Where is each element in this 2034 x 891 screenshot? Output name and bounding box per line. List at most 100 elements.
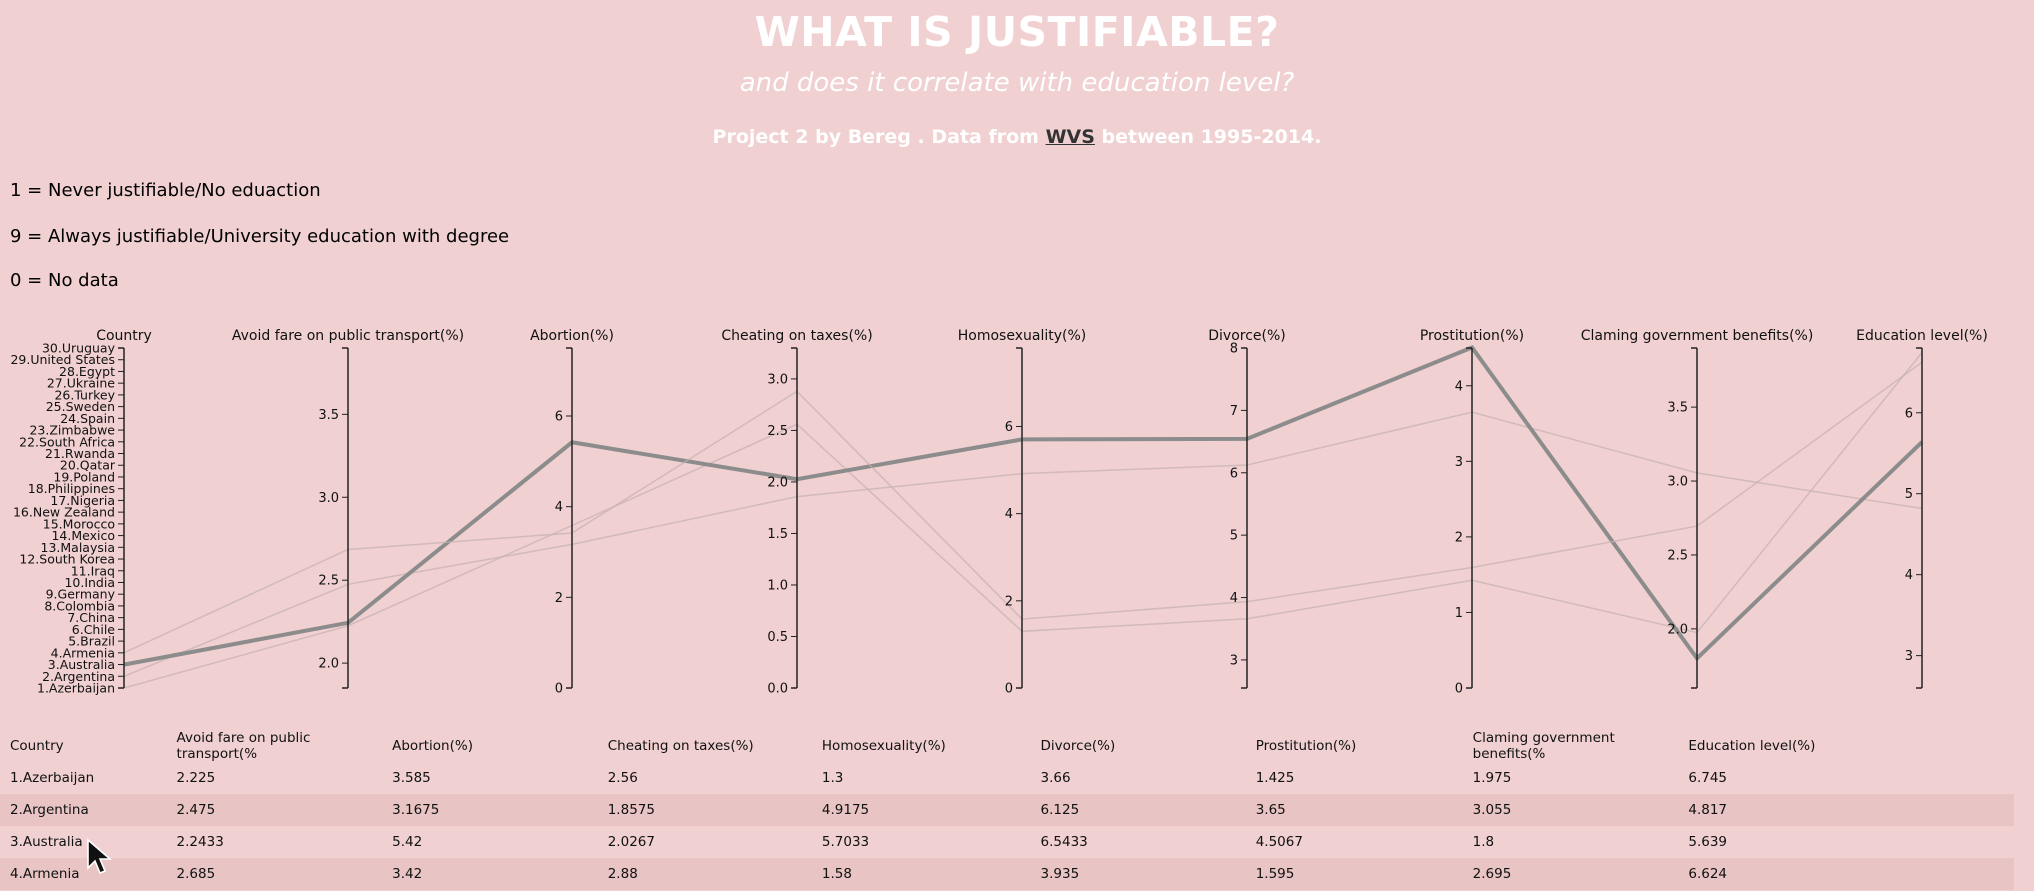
- table-cell: 5.7033: [821, 834, 870, 850]
- table-cell: 3.585: [392, 770, 431, 786]
- data-table: Country Avoid fare on public transport(% A…: [0, 730, 2014, 890]
- tick-label: 2.0: [1667, 622, 1688, 637]
- column-header[interactable]: Homosexuality(%): [821, 738, 946, 754]
- table-body: 1.Azerbaijan 2.225 3.585 2.56 1.3 3.66 1.425 1.…: [0, 762, 2014, 890]
- axis-title-taxes[interactable]: Cheating on taxes(%): [721, 328, 872, 344]
- series-line-1-azerbaijan[interactable]: [123, 352, 1923, 689]
- axis-title-benefits[interactable]: Claming government benefits(%): [1581, 328, 1814, 344]
- tick-label: 26.Turkey: [54, 387, 115, 402]
- tick-label: 2: [1455, 530, 1463, 545]
- table-header-row: Country Avoid fare on public transport(% A…: [0, 730, 2014, 762]
- tick-label: 28.Egypt: [59, 364, 115, 379]
- axis-abortion: 0 2 4 6 Abortion(%): [530, 328, 614, 697]
- tick-label: 14.Mexico: [51, 528, 115, 543]
- tick-label: 16.New Zealand: [13, 505, 115, 520]
- table-cell: 5.639: [1688, 834, 1728, 850]
- tick-label: 4: [1455, 379, 1463, 394]
- table-row[interactable]: 2.Argentina 2.475 3.1675 1.8575 4.9175 6.125 3…: [0, 794, 2014, 826]
- column-header[interactable]: Abortion(%): [392, 738, 473, 754]
- axis-title-fare[interactable]: Avoid fare on public transport(%): [232, 328, 464, 344]
- parallel-coordinates-chart[interactable]: 1.Azerbaijan2.Argentina3.Australia4.Arme…: [0, 318, 2034, 698]
- tick-label: 3.0: [767, 372, 788, 387]
- tick-label: 23.Zimbabwe: [29, 423, 115, 438]
- tick-label: 25.Sweden: [46, 399, 115, 414]
- column-header[interactable]: Divorce(%): [1040, 738, 1116, 754]
- column-header[interactable]: Country: [10, 738, 64, 754]
- tick-label: 2: [1005, 594, 1013, 609]
- tick-label: 21.Rwanda: [45, 446, 115, 461]
- axis-title-divorce[interactable]: Divorce(%): [1208, 328, 1286, 344]
- axis-title-prostitution[interactable]: Prostitution(%): [1420, 328, 1524, 344]
- tick-label: 17.Nigeria: [50, 493, 115, 508]
- tick-label: 12.South Korea: [19, 552, 115, 567]
- wvs-link[interactable]: WVS: [1045, 126, 1095, 148]
- table-cell: 6.5433: [1040, 834, 1088, 850]
- axis-title-education[interactable]: Education level(%): [1856, 328, 1988, 344]
- tick-label: 5: [1905, 487, 1913, 502]
- table-row[interactable]: 1.Azerbaijan 2.225 3.585 2.56 1.3 3.66 1.425 1.…: [0, 762, 2014, 794]
- table-row[interactable]: 3.Australia 2.2433 5.42 2.0267 5.7033 6.5433 4…: [0, 826, 2014, 858]
- column-header[interactable]: Avoid fare on public transport(%: [176, 730, 311, 762]
- tick-label: 4: [1905, 568, 1913, 583]
- tick-label: 5.Brazil: [68, 634, 115, 649]
- table-cell: 4.5067: [1255, 834, 1303, 850]
- table-cell: 6.745: [1688, 770, 1728, 786]
- tick-label: 6.Chile: [72, 622, 116, 637]
- table-cell: 3.65: [1255, 802, 1286, 818]
- column-header[interactable]: Cheating on taxes(%): [607, 738, 754, 754]
- tick-label: 10.India: [64, 575, 115, 590]
- series-line-3-australia[interactable]: [123, 345, 1924, 667]
- tick-label: 11.Iraq: [71, 563, 115, 578]
- table-cell: 4.817: [1688, 802, 1728, 818]
- table-cell: 3.935: [1040, 866, 1080, 882]
- polylines-group: [123, 345, 1924, 689]
- tick-label: 15.Morocco: [43, 516, 115, 531]
- legend-no-data: 0 = No data: [10, 270, 119, 291]
- tick-label: 2.0: [318, 657, 339, 672]
- axis-taxes: 0.0 0.5 1.0 1.5 2.0 2.5 3.0 Cheating on taxes(%…: [721, 328, 872, 697]
- tick-label: 1: [1455, 606, 1463, 621]
- table-cell: 3.66: [1040, 770, 1071, 786]
- tick-label: 6: [1005, 420, 1013, 435]
- axis-title-country[interactable]: Country: [96, 328, 152, 344]
- table-cell: 2.475: [176, 802, 216, 818]
- credit-line: Project 2 by Bereg . Data from WVS betwe…: [0, 126, 2034, 148]
- column-header[interactable]: Claming government benefits(%: [1472, 730, 1615, 762]
- table-cell: 1.3: [821, 770, 844, 786]
- page-title: WHAT IS JUSTIFIABLE?: [754, 8, 1280, 56]
- tick-label: 9.Germany: [46, 587, 116, 602]
- table-cell: 3.42: [392, 866, 423, 882]
- axis-benefits: 2.0 2.5 3.0 3.5 Claming government benefits(…: [1581, 328, 1814, 689]
- tick-label: 22.South Africa: [19, 434, 115, 449]
- tick-label: 4: [555, 500, 563, 515]
- table-cell: 6.624: [1688, 866, 1728, 882]
- tick-label: 6: [1230, 466, 1238, 481]
- table-cell: 2.225: [176, 770, 216, 786]
- column-header[interactable]: Prostitution(%): [1255, 738, 1357, 754]
- credit-suffix: between 1995-2014.: [1094, 126, 1322, 148]
- tick-label: 2.0: [767, 475, 788, 490]
- tick-label: 7.China: [67, 610, 115, 625]
- series-line-4-armenia[interactable]: [123, 361, 1923, 654]
- table-row[interactable]: 4.Armenia 2.685 3.42 2.88 1.58 3.935 1.595 2.69…: [0, 858, 2014, 890]
- tick-label: 2.5: [767, 424, 788, 439]
- tick-label: 8: [1230, 342, 1238, 357]
- table-cell: 1.8575: [607, 802, 655, 818]
- tick-label: 3.5: [318, 408, 339, 423]
- axis-education: 3 4 5 6 Education level(%): [1856, 328, 1988, 689]
- table-cell: 5.42: [392, 834, 423, 850]
- axis-title-homo[interactable]: Homosexuality(%): [958, 328, 1086, 344]
- axis-title-abortion[interactable]: Abortion(%): [530, 328, 614, 344]
- tick-label: 3.Australia: [48, 657, 115, 672]
- column-header[interactable]: Education level(%): [1688, 738, 1816, 754]
- tick-label: 20.Qatar: [60, 458, 116, 473]
- tick-label: 4: [1230, 591, 1238, 606]
- tick-label: 19.Poland: [53, 469, 115, 484]
- table-cell: 3.Australia: [10, 834, 83, 850]
- table-cell: 2.695: [1472, 866, 1512, 882]
- tick-label: 1.Azerbaijan: [37, 681, 115, 696]
- tick-label: 7: [1230, 404, 1238, 419]
- series-line-2-argentina[interactable]: [123, 411, 1923, 677]
- table-cell: 4.9175: [821, 802, 870, 818]
- mouse-cursor-icon: [87, 838, 112, 875]
